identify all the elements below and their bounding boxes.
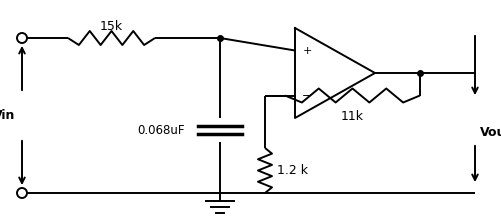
Text: 11k: 11k [340, 109, 363, 122]
Text: Vout: Vout [479, 126, 501, 140]
Text: 0.068uF: 0.068uF [137, 124, 185, 136]
Text: 15k: 15k [100, 19, 123, 33]
Text: Vin: Vin [0, 109, 15, 122]
Text: −: − [302, 91, 311, 101]
Text: 1.2 k: 1.2 k [277, 164, 308, 177]
Text: +: + [302, 45, 311, 56]
